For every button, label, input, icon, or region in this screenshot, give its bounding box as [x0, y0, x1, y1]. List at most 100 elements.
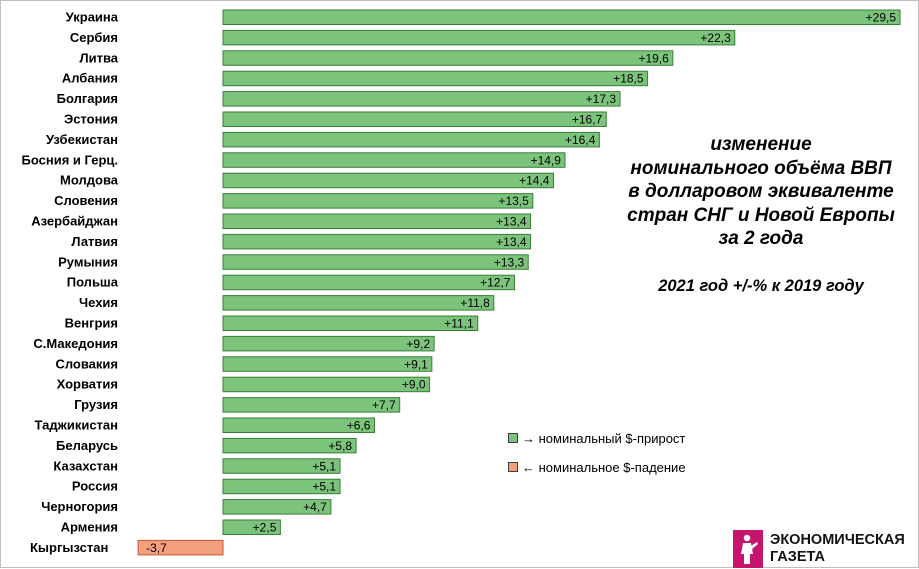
value-label: +5,1	[312, 480, 336, 494]
bar	[222, 376, 431, 393]
value-label: +4,7	[303, 500, 327, 514]
title-line: стран СНГ и Новой Европы	[627, 204, 895, 226]
category-label: Литва	[79, 50, 118, 65]
legend: → номинальный $-прирост ← номинальное $-…	[508, 429, 686, 487]
category-label: Украина	[66, 10, 119, 25]
category-label: Чехия	[79, 295, 118, 310]
bar	[222, 499, 332, 515]
value-label: +6,6	[347, 419, 371, 433]
legend-label-growth: → номинальный $-прирост	[522, 430, 686, 446]
category-label: Словакия	[55, 356, 118, 371]
value-label: +5,1	[312, 459, 336, 473]
bar	[222, 315, 479, 331]
legend-item-decline: ← номинальное $-падение	[508, 458, 686, 476]
legend-label-decline: ← номинальное $-падение	[522, 459, 686, 475]
category-label: Латвия	[71, 234, 118, 249]
value-label: -3,7	[146, 541, 167, 555]
bar	[222, 9, 901, 25]
title-line: изменение	[710, 134, 812, 155]
category-label: Румыния	[58, 254, 118, 269]
category-label: Хорватия	[57, 377, 118, 392]
bar	[222, 193, 534, 209]
value-label: +9,0	[402, 378, 426, 392]
value-label: +16,7	[572, 113, 603, 127]
bar	[222, 131, 600, 148]
category-label: Сербия	[70, 30, 118, 45]
category-label: Босния и Герц.	[22, 152, 118, 167]
bar	[222, 458, 341, 474]
value-label: +14,4	[519, 174, 550, 188]
bar	[222, 417, 375, 433]
value-label: +9,2	[406, 337, 430, 351]
category-label: Албания	[62, 71, 118, 86]
chart-title: изменение номинального объёма ВВП в долл…	[601, 133, 919, 251]
value-label: +9,1	[404, 357, 428, 371]
category-label: Словения	[54, 193, 118, 208]
title-line: за 2 года	[718, 228, 804, 249]
category-label: Черногория	[41, 499, 118, 514]
category-label: Молдова	[60, 173, 119, 188]
category-label: Польша	[67, 275, 119, 290]
category-label: Россия	[72, 479, 118, 494]
bar	[222, 295, 495, 311]
category-label: Эстония	[64, 112, 118, 127]
category-label: Казахстан	[53, 458, 118, 473]
value-label: +13,4	[496, 215, 527, 229]
value-label: +16,4	[565, 133, 596, 147]
bar	[222, 213, 532, 229]
category-label: Узбекистан	[46, 132, 118, 147]
value-label: +12,7	[480, 276, 511, 290]
bar	[222, 91, 621, 107]
bar	[222, 397, 401, 413]
title-line: в долларовом эквиваленте	[628, 181, 894, 202]
bar	[222, 111, 607, 127]
title-line: номинального объёма ВВП	[630, 157, 892, 179]
value-label: +14,9	[531, 153, 562, 167]
bar	[222, 29, 736, 46]
value-label: +13,5	[498, 194, 529, 208]
legend-item-growth: → номинальный $-прирост	[508, 429, 686, 447]
category-label: Болгария	[57, 91, 118, 106]
value-label: +11,1	[444, 317, 474, 331]
bar	[222, 356, 433, 372]
category-label: Грузия	[74, 397, 118, 412]
value-label: +18,5	[613, 72, 644, 86]
bar	[222, 254, 529, 270]
value-label: +22,3	[700, 31, 731, 45]
value-label: +11,8	[460, 296, 490, 310]
logo-line1: ЭКОНОМИЧЕСКАЯ	[770, 532, 905, 548]
bar	[222, 437, 357, 454]
value-label: +2,5	[253, 521, 277, 535]
bar	[222, 50, 674, 66]
bar	[222, 152, 566, 168]
bar	[222, 172, 554, 189]
value-label: +17,3	[586, 92, 617, 106]
category-label: Венгрия	[65, 316, 118, 331]
category-label: Кыргызстан	[30, 540, 108, 555]
bar	[222, 519, 281, 535]
value-label: +13,3	[494, 255, 525, 269]
bar	[222, 274, 515, 291]
logo: ЭКОНОМИЧЕСКАЯ ГАЗЕТА	[733, 529, 919, 569]
logo-text: ЭКОНОМИЧЕСКАЯ ГАЗЕТА	[770, 532, 905, 566]
value-label: +29,5	[866, 11, 897, 25]
category-label: Таджикистан	[35, 418, 118, 433]
legend-swatch-growth	[508, 433, 518, 443]
value-label: +7,7	[372, 398, 396, 412]
category-label: С.Македония	[33, 336, 118, 351]
category-label: Армения	[61, 520, 118, 535]
category-label: Азербайджан	[31, 214, 118, 229]
bar	[222, 233, 532, 250]
bar	[222, 478, 341, 495]
bar	[137, 539, 224, 556]
value-label: +19,6	[638, 51, 669, 65]
logo-mark-icon	[733, 530, 763, 568]
bar	[222, 335, 435, 352]
value-label: +5,8	[328, 439, 352, 453]
legend-swatch-decline	[508, 462, 518, 472]
value-label: +13,4	[496, 235, 527, 249]
logo-line2: ГАЗЕТА	[770, 549, 825, 565]
chart-subtitle: 2021 год +/-% к 2019 году	[658, 277, 864, 295]
category-label: Беларусь	[56, 438, 118, 453]
